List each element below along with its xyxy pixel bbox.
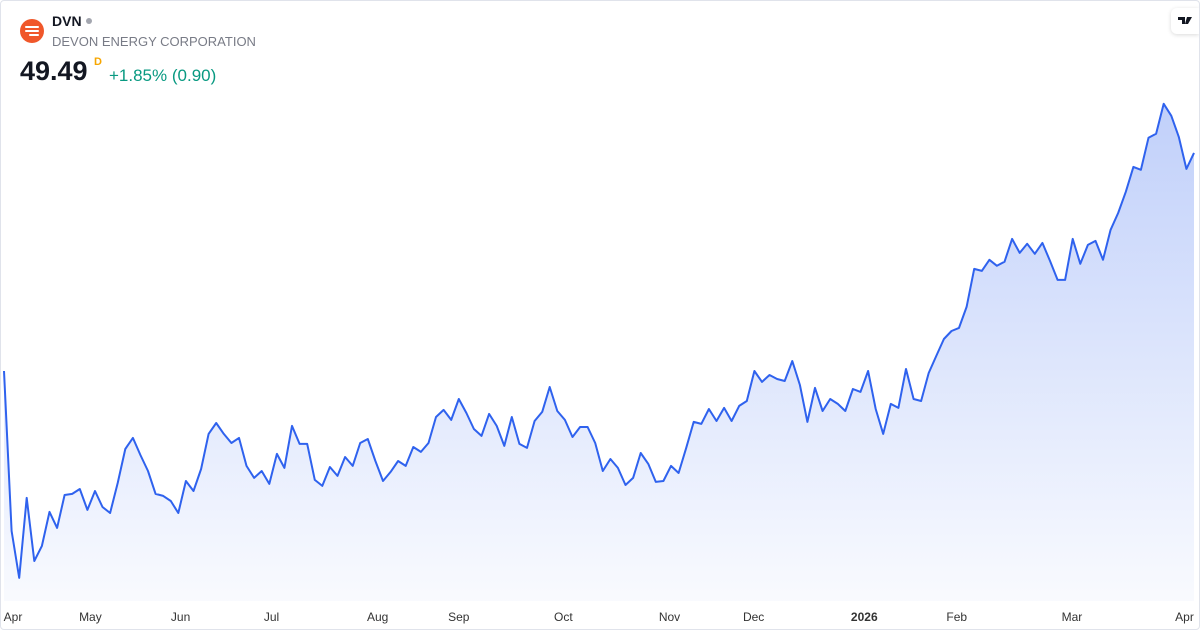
area-fill xyxy=(4,103,1194,602)
x-tick-label: May xyxy=(79,610,102,624)
interval: D xyxy=(94,56,102,68)
logo-icon xyxy=(1178,17,1192,24)
status-dot xyxy=(86,18,92,24)
x-tick-label: Jul xyxy=(264,610,279,624)
x-tick-label: Oct xyxy=(554,610,573,624)
price: 49.49 xyxy=(20,56,88,86)
x-tick-label: Aug xyxy=(367,610,388,624)
price-line xyxy=(3,102,1195,579)
company-name: DEVON ENERGY CORPORATION xyxy=(52,34,256,49)
x-tick-label: Sep xyxy=(448,610,470,624)
x-tick-label: 2026 xyxy=(851,610,878,624)
x-tick-label: Jun xyxy=(171,610,190,624)
change: +1.85% (0.90) xyxy=(109,66,217,85)
tradingview-logo[interactable] xyxy=(1171,8,1199,34)
x-tick-label: Feb xyxy=(946,610,967,624)
x-tick-label: Mar xyxy=(1062,610,1083,624)
company-logo xyxy=(20,19,44,43)
symbol[interactable]: DVN xyxy=(52,13,82,29)
x-tick-label: Dec xyxy=(743,610,764,624)
x-tick-label: Nov xyxy=(659,610,680,624)
x-tick-label: Apr xyxy=(1175,610,1194,624)
x-tick-label: Apr xyxy=(4,610,23,624)
